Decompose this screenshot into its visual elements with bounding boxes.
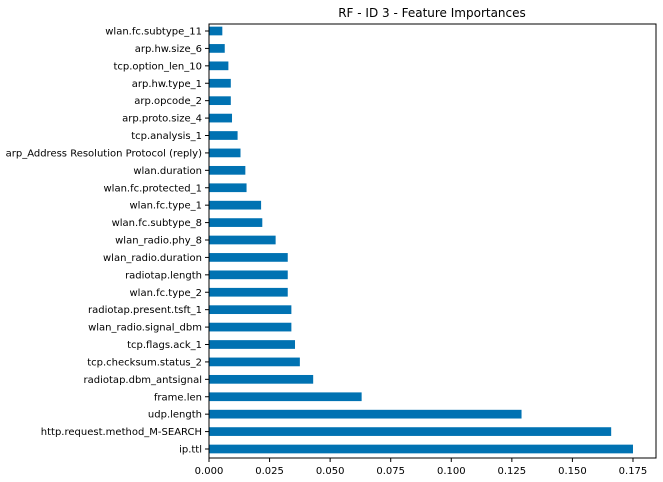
y-tick-label: wlan_radio.duration: [103, 253, 202, 264]
y-tick-label: arp.hw.size_6: [135, 44, 202, 55]
y-tick-label: ip.ttl: [179, 445, 202, 456]
bar-12: [209, 235, 276, 245]
y-tick-label: arp.hw.type_1: [132, 79, 202, 90]
bar-8: [209, 305, 292, 315]
y-tick-label: tcp.analysis_1: [131, 131, 202, 142]
plot-frame: [208, 23, 657, 459]
bar-23: [209, 44, 225, 53]
y-tick-label: http.request.method_M-SEARCH: [41, 427, 202, 438]
y-tick-label: wlan_radio.signal_dbm: [88, 323, 202, 334]
x-tick-label: 0.175: [619, 466, 648, 477]
x-axis: 0.000 0.025 0.050 0.075 0.100 0.125 0.150 0.175: [195, 458, 648, 477]
bar-6: [209, 340, 296, 349]
x-tick-label: 0.050: [316, 466, 345, 477]
y-tick-label: wlan.duration: [133, 166, 202, 177]
bar-11: [209, 253, 288, 262]
y-tick-label: arp.opcode_2: [134, 96, 202, 107]
y-tick-label: arp_Address Resolution Protocol (reply): [6, 148, 202, 159]
y-tick-label: tcp.flags.ack_1: [127, 340, 202, 351]
x-tick-label: 0.075: [376, 466, 405, 477]
y-tick-label: wlan.fc.type_1: [130, 201, 203, 212]
bars-group: [209, 26, 633, 454]
bar-13: [209, 218, 263, 227]
bar-16: [209, 165, 246, 175]
y-tick-label: udp.length: [148, 410, 202, 421]
y-tick-label: wlan_radio.phy_8: [115, 236, 202, 247]
bar-15: [209, 183, 247, 193]
x-tick-label: 0.025: [255, 466, 284, 477]
bar-19: [209, 113, 233, 123]
bar-24: [209, 26, 223, 36]
bar-14: [209, 200, 262, 210]
chart-title: RF - ID 3 - Feature Importances: [338, 6, 526, 20]
x-tick-label: 0.100: [437, 466, 466, 477]
bar-20: [209, 96, 231, 106]
bar-21: [209, 78, 231, 88]
y-tick-label: tcp.checksum.status_2: [87, 357, 202, 368]
bar-0: [209, 444, 633, 454]
y-tick-label: radiotap.length: [125, 270, 202, 281]
bar-5: [209, 357, 300, 367]
y-tick-label: wlan.fc.subtype_8: [112, 218, 202, 229]
y-tick-label: frame.len: [154, 392, 202, 403]
x-tick-label: 0.125: [498, 466, 527, 477]
y-tick-label: wlan.fc.type_2: [130, 288, 203, 299]
bar-3: [209, 392, 362, 402]
y-tick-label: radiotap.present.tsft_1: [88, 305, 202, 316]
y-tick-label: wlan.fc.protected_1: [103, 183, 202, 194]
bar-4: [209, 374, 314, 384]
y-tick-label: tcp.option_len_10: [113, 61, 202, 72]
y-tick-label: arp.proto.size_4: [122, 114, 202, 125]
bar-2: [209, 409, 522, 419]
bar-9: [209, 287, 288, 297]
bar-10: [209, 270, 288, 280]
x-tick-label: 0.000: [195, 466, 224, 477]
bar-22: [209, 61, 229, 71]
y-tick-label: wlan.fc.subtype_11: [105, 27, 202, 38]
bar-18: [209, 131, 238, 140]
bar-7: [209, 322, 292, 332]
bar-1: [209, 427, 612, 436]
x-tick-label: 0.150: [558, 466, 587, 477]
bar-17: [209, 148, 241, 158]
y-tick-label: radiotap.dbm_antsignal: [84, 375, 202, 386]
y-tick-labels: ip.ttl http.request.method_M-SEARCH udp.le…: [6, 27, 209, 456]
